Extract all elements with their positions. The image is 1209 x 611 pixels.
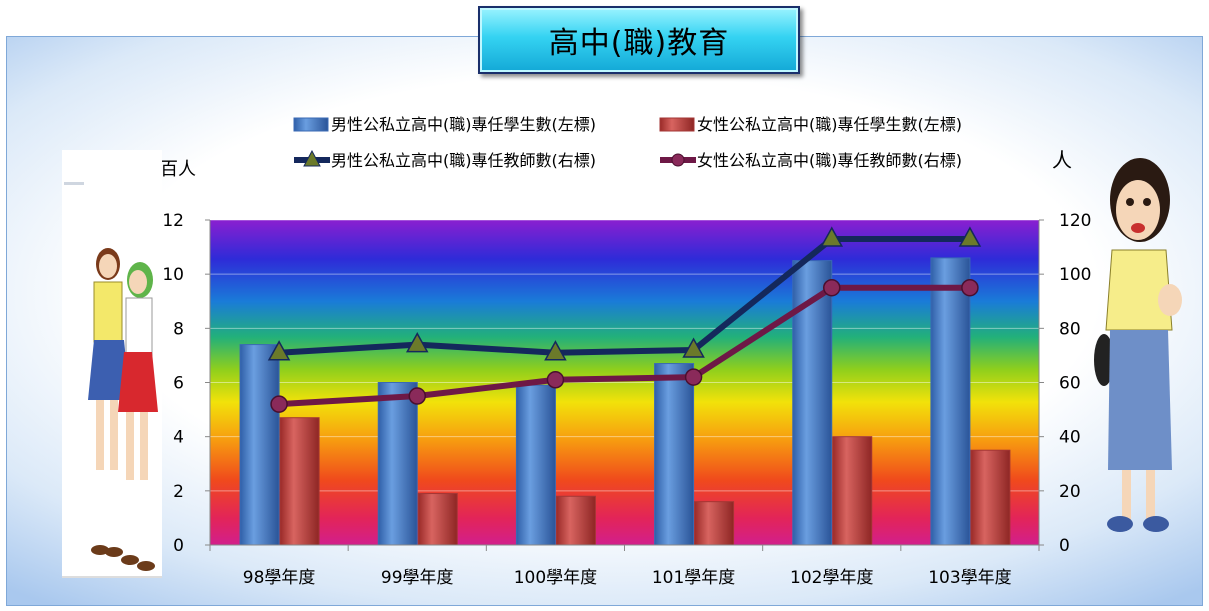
- legend-swatch: [293, 117, 329, 132]
- point-male-teachers: [267, 340, 291, 361]
- point-male-teachers: [820, 226, 844, 247]
- point-female-teachers: [546, 371, 565, 389]
- bar-male-students: [377, 382, 418, 546]
- bar-male-students: [930, 257, 971, 546]
- bar-female-students: [970, 449, 1011, 546]
- y-left-tick-label: 4: [173, 428, 184, 448]
- chart-title: 高中(職)教育: [548, 26, 730, 61]
- x-tick-label: 100學年度: [514, 568, 597, 588]
- point-male-teachers: [682, 337, 705, 358]
- bar-female-students: [694, 501, 735, 546]
- bar-male-students: [239, 344, 280, 546]
- bar-male-students: [515, 384, 556, 546]
- y-right-tick-label: 80: [1059, 319, 1081, 339]
- point-female-teachers: [684, 368, 703, 386]
- point-female-teachers: [961, 278, 979, 297]
- x-tick-label: 103學年度: [928, 568, 1011, 588]
- caption-mark: [64, 182, 84, 185]
- bar-female-students: [832, 436, 873, 546]
- line-male-teachers: [278, 235, 970, 356]
- point-female-teachers: [270, 395, 288, 413]
- chart-title-box: 高中(職)教育: [478, 6, 800, 74]
- students-illustration: [62, 150, 162, 578]
- bar-female-students: [555, 495, 596, 546]
- y-right-tick-label: 60: [1059, 374, 1081, 394]
- y-left-tick-label: 8: [173, 319, 184, 339]
- point-female-teachers: [823, 278, 841, 297]
- y-right-tick-label: 120: [1059, 211, 1091, 231]
- y-right-tick-label: 0: [1059, 536, 1070, 556]
- y-right-tick-label: 40: [1059, 428, 1081, 448]
- y-right-axis-label: 人: [1052, 148, 1072, 172]
- legend-label: 女性公私立高中(職)專任教師數(右標): [697, 151, 962, 170]
- bar-female-students: [279, 417, 320, 546]
- point-female-teachers: [408, 387, 426, 405]
- y-left-tick-label: 2: [173, 482, 184, 502]
- line-female-teachers: [278, 284, 970, 408]
- point-male-teachers: [405, 332, 429, 353]
- legend-label: 男性公私立高中(職)專任教師數(右標): [331, 151, 596, 170]
- x-tick-label: 102學年度: [790, 568, 873, 588]
- bar-male-students: [654, 363, 695, 546]
- x-tick-label: 99學年度: [381, 568, 454, 588]
- legend-marker: [671, 153, 685, 167]
- y-left-tick-label: 6: [173, 374, 184, 394]
- point-male-teachers: [958, 226, 982, 247]
- point-male-teachers: [544, 340, 567, 361]
- legend-label: 男性公私立高中(職)專任學生數(左標): [331, 115, 596, 134]
- x-tick-label: 101學年度: [652, 568, 735, 588]
- y-right-tick-label: 100: [1059, 265, 1091, 285]
- x-tick-label: 98學年度: [243, 568, 316, 588]
- y-left-tick-label: 12: [162, 211, 184, 231]
- y-left-tick-label: 10: [162, 265, 184, 285]
- legend-label: 女性公私立高中(職)專任學生數(左標): [697, 115, 962, 134]
- legend-marker: [303, 149, 321, 167]
- legend-swatch: [659, 117, 695, 132]
- teacher-illustration: [1094, 158, 1182, 532]
- bar-female-students: [417, 493, 458, 546]
- plot-background: [210, 220, 1039, 545]
- y-left-tick-label: 0: [173, 536, 184, 556]
- y-left-axis-label: 百人: [160, 159, 196, 180]
- y-right-tick-label: 20: [1059, 482, 1081, 502]
